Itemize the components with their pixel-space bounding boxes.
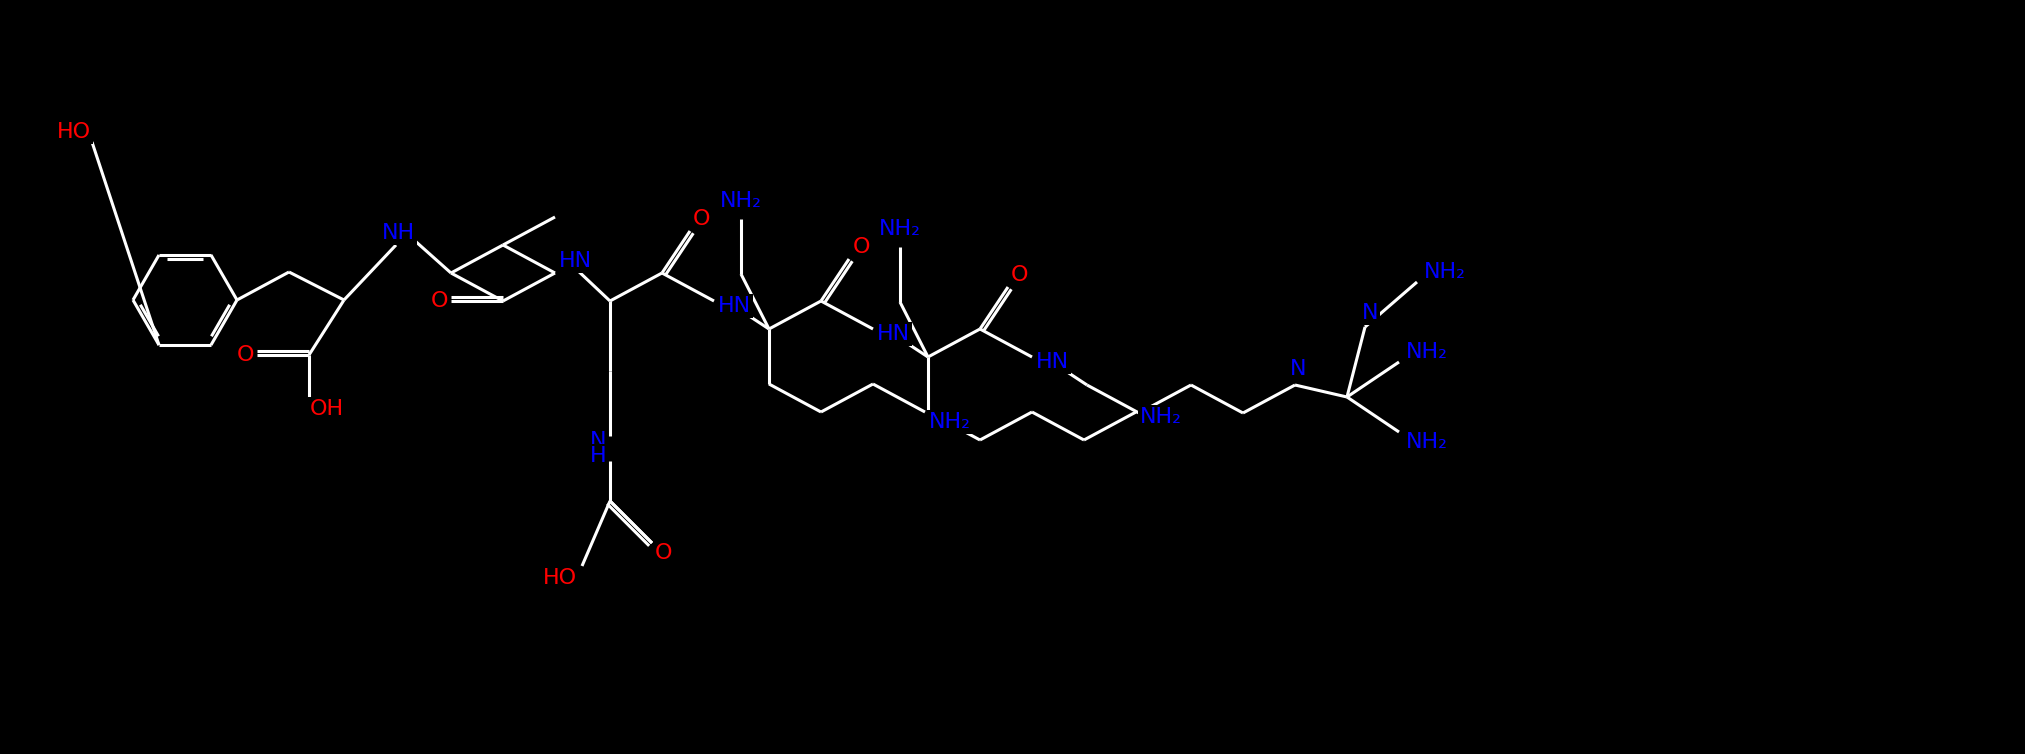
Text: NH₂: NH₂ xyxy=(1405,342,1448,362)
Text: HO: HO xyxy=(57,122,91,142)
Text: NH₂: NH₂ xyxy=(1424,262,1466,282)
Text: O: O xyxy=(656,543,672,563)
Text: N: N xyxy=(1290,359,1306,379)
Text: HN: HN xyxy=(717,296,751,316)
Text: NH₂: NH₂ xyxy=(1140,407,1183,427)
Text: OH: OH xyxy=(310,399,344,419)
Text: NH₂: NH₂ xyxy=(1405,432,1448,452)
Text: N: N xyxy=(589,431,605,451)
Text: O: O xyxy=(1010,265,1029,285)
Text: NH₂: NH₂ xyxy=(721,191,761,211)
Text: NH: NH xyxy=(381,223,415,243)
Text: H: H xyxy=(589,446,605,466)
Text: N: N xyxy=(1361,303,1379,323)
Text: HN: HN xyxy=(559,251,591,271)
Text: NH₂: NH₂ xyxy=(929,412,972,432)
Text: O: O xyxy=(429,291,448,311)
Text: O: O xyxy=(237,345,253,365)
Text: HO: HO xyxy=(543,568,577,588)
Text: NH₂: NH₂ xyxy=(879,219,921,239)
Text: HN: HN xyxy=(877,324,909,344)
Text: O: O xyxy=(693,209,711,229)
Text: O: O xyxy=(853,237,871,257)
Text: HN: HN xyxy=(1035,352,1069,372)
